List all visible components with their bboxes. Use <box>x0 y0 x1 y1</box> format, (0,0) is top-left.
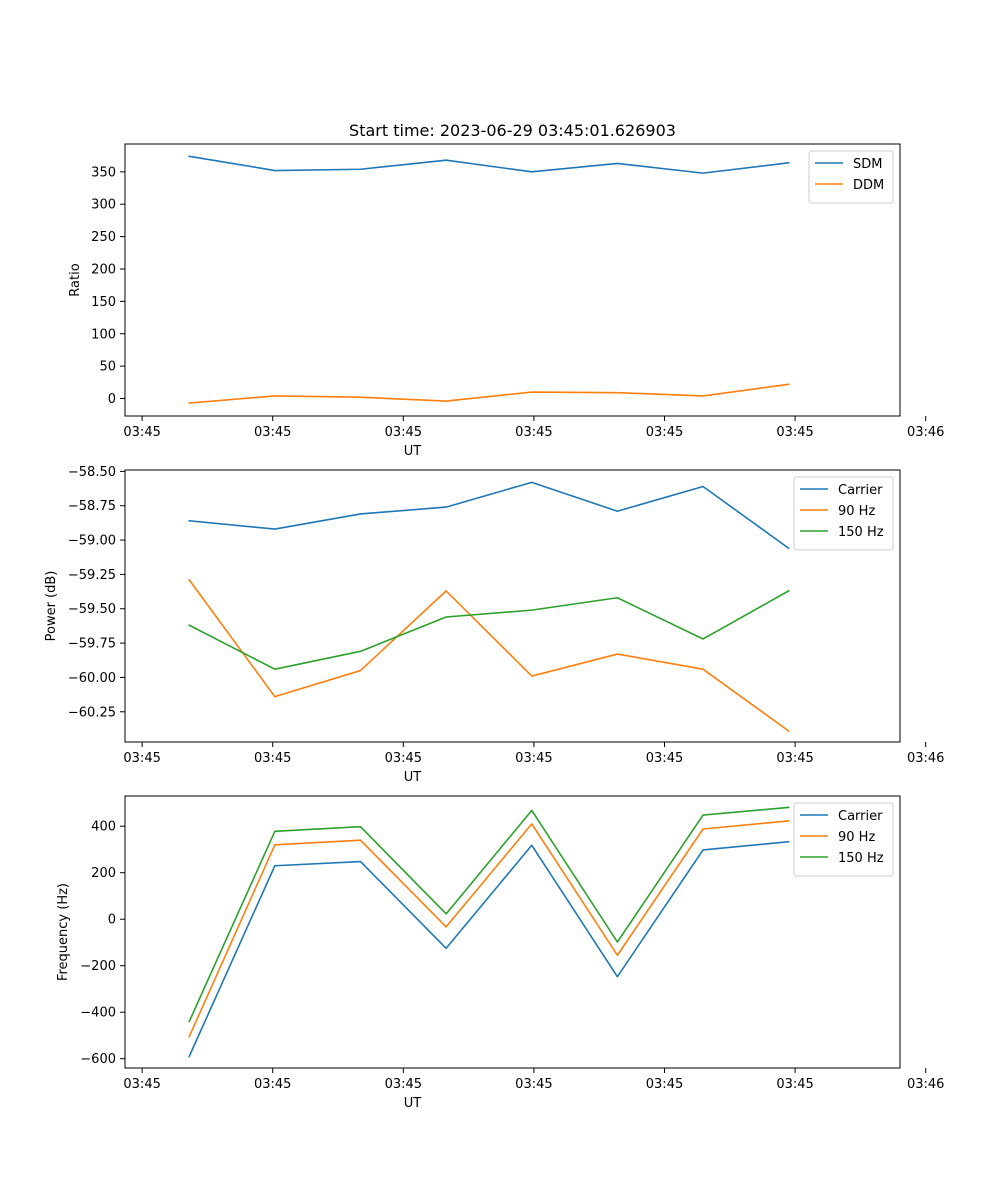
legend-label: 90 Hz <box>838 504 875 519</box>
y-tick-label: −600 <box>80 1052 116 1067</box>
x-tick-label: 03:46 <box>907 1077 944 1092</box>
y-tick-label: −60.00 <box>68 671 116 686</box>
x-tick-label: 03:45 <box>515 1077 552 1092</box>
x-tick-label: 03:46 <box>907 425 944 440</box>
y-tick-label: 250 <box>91 230 116 245</box>
x-tick-label: 03:45 <box>123 425 160 440</box>
y-tick-label: −58.75 <box>68 499 116 514</box>
series-line-90-hz <box>188 820 790 1038</box>
y-tick-label: 400 <box>91 820 116 835</box>
series-line-150-hz <box>188 589 790 670</box>
legend: SDM DDM <box>808 150 894 204</box>
chart-1: 03:45 03:45 03:45 03:45 03:45 03:45 03:46 0 50 10… <box>68 143 944 459</box>
y-tick-label: −59.25 <box>68 568 116 583</box>
x-tick-label: 03:45 <box>254 751 291 766</box>
x-tick-label: 03:45 <box>646 425 683 440</box>
x-tick-label: 03:45 <box>385 1077 422 1092</box>
series-group <box>188 155 790 404</box>
y-axis-label: Power (dB) <box>44 571 59 642</box>
y-tick-label: −58.50 <box>68 465 116 480</box>
chart-3: 03:45 03:45 03:45 03:45 03:45 03:45 03:46 400 20… <box>56 795 944 1111</box>
x-tick-label: 03:45 <box>515 425 552 440</box>
x-tick-label: 03:45 <box>776 751 813 766</box>
y-tick-label: 0 <box>108 392 116 407</box>
y-tick-label: 0 <box>108 913 116 928</box>
x-tick-label: 03:45 <box>385 425 422 440</box>
x-tick-label: 03:45 <box>515 751 552 766</box>
y-tick-label: 200 <box>91 262 116 277</box>
figure-title: Start time: 2023-06-29 03:45:01.626903 <box>349 121 676 140</box>
x-axis-label: UT <box>404 444 422 459</box>
legend-label: Carrier <box>838 809 883 824</box>
x-tick-label: 03:45 <box>254 425 291 440</box>
y-tick-label: −59.50 <box>68 602 116 617</box>
x-tick-label: 03:45 <box>776 425 813 440</box>
x-tick-label: 03:46 <box>907 751 944 766</box>
y-tick-label: −60.25 <box>68 705 116 720</box>
legend-label: DDM <box>853 178 884 193</box>
y-tick-label: −200 <box>80 959 116 974</box>
y-tick-label: 150 <box>91 295 116 310</box>
chart-2: 03:45 03:45 03:45 03:45 03:45 03:45 03:46 −58.5… <box>44 465 944 785</box>
legend: Carrier 90 Hz 150 Hz <box>793 476 894 551</box>
x-tick-label: 03:45 <box>254 1077 291 1092</box>
axes-frame <box>124 469 901 743</box>
y-axis-label: Frequency (Hz) <box>56 883 71 981</box>
y-tick-label: 300 <box>91 198 116 213</box>
y-tick-label: 350 <box>91 165 116 180</box>
y-tick-label: 50 <box>99 360 116 375</box>
axes-frame <box>124 795 901 1069</box>
series-line-carrier <box>188 840 790 1058</box>
legend-label: SDM <box>853 157 882 172</box>
series-line-carrier <box>188 481 790 550</box>
x-tick-label: 03:45 <box>646 751 683 766</box>
legend-label: 90 Hz <box>838 830 875 845</box>
y-axis-label: Ratio <box>68 263 83 296</box>
x-axis-label: UT <box>404 1096 422 1111</box>
x-tick-label: 03:45 <box>123 1077 160 1092</box>
series-group <box>188 806 790 1058</box>
legend-label: 150 Hz <box>838 525 884 540</box>
y-tick-label: 200 <box>91 866 116 881</box>
x-tick-label: 03:45 <box>385 751 422 766</box>
charts: 03:45 03:45 03:45 03:45 03:45 03:45 03:46 0 50 10… <box>44 143 944 1111</box>
x-tick-label: 03:45 <box>646 1077 683 1092</box>
x-tick-label: 03:45 <box>776 1077 813 1092</box>
legend: Carrier 90 Hz 150 Hz <box>793 802 894 877</box>
axes-frame <box>124 143 901 417</box>
series-line-sdm <box>188 155 790 174</box>
legend-label: Carrier <box>838 483 883 498</box>
x-tick-label: 03:45 <box>123 751 160 766</box>
y-tick-label: −59.75 <box>68 637 116 652</box>
series-line-ddm <box>188 383 790 404</box>
legend-box <box>808 150 894 204</box>
y-tick-label: 100 <box>91 327 116 342</box>
legend-label: 150 Hz <box>838 851 884 866</box>
x-axis-label: UT <box>404 770 422 785</box>
series-line-90-hz <box>188 578 790 733</box>
y-tick-label: −59.00 <box>68 534 116 549</box>
series-group <box>188 481 790 733</box>
y-tick-label: −400 <box>80 1006 116 1021</box>
series-line-150-hz <box>188 806 790 1023</box>
